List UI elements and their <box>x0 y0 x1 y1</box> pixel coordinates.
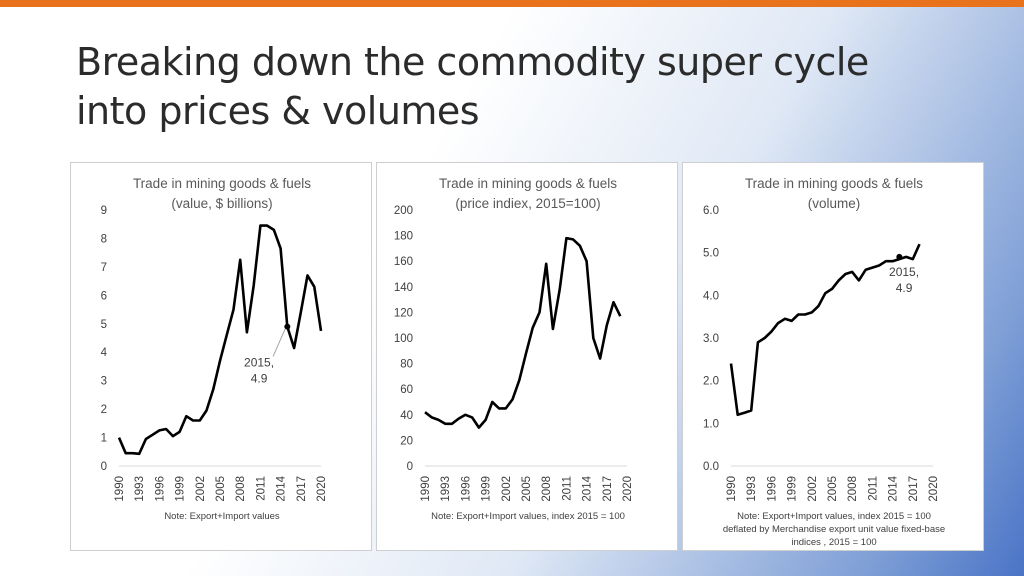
y-tick-label: 5 <box>101 319 107 331</box>
x-tick-label: 2002 <box>501 476 513 502</box>
chart-panel-price: Trade in mining goods & fuels (price indi… <box>376 162 678 551</box>
y-tick-label: 6 <box>101 290 107 302</box>
series-line-value <box>117 224 323 456</box>
y-tick-label: 6.0 <box>703 205 719 217</box>
x-tick-label: 1993 <box>134 476 146 502</box>
chart-note-line: Note: Export+Import values <box>164 511 280 522</box>
chart-title-line-2: (volume) <box>808 196 861 211</box>
x-tick-label: 2005 <box>215 476 227 502</box>
y-tick-label: 3 <box>101 376 107 388</box>
value-chart: Trade in mining goods & fuels (value, $ b… <box>101 176 328 522</box>
y-tick-label: 160 <box>394 256 413 268</box>
annotation-marker <box>896 253 903 260</box>
x-tick-label: 2017 <box>908 476 920 502</box>
x-tick-label: 2011 <box>867 476 879 501</box>
x-tick-label: 1999 <box>175 476 187 502</box>
x-tick-label: 1990 <box>114 476 126 502</box>
x-tick-label: 1996 <box>460 476 472 502</box>
y-tick-label: 140 <box>394 282 413 294</box>
chart-note-line: Note: Export+Import values, index 2015 =… <box>737 511 931 522</box>
y-tick-label: 200 <box>394 205 413 217</box>
y-tick-label: 0 <box>407 461 413 473</box>
x-tick-label: 1990 <box>420 476 432 502</box>
y-tick-label: 2.0 <box>703 376 719 388</box>
chart-title-line-1: Trade in mining goods & fuels <box>439 176 617 191</box>
x-tick-label: 2008 <box>847 476 859 502</box>
annotation-label-line-1: 2015, <box>889 265 919 279</box>
accent-bar <box>0 0 1024 7</box>
x-tick-label: 2002 <box>195 476 207 502</box>
y-tick-label: 100 <box>394 333 413 345</box>
slide-title: Breaking down the commodity super cycle … <box>76 38 936 136</box>
series-line-price-index <box>424 236 622 429</box>
x-tick-label: 2017 <box>296 476 308 502</box>
x-tick-label: 2011 <box>561 476 573 501</box>
x-tick-label: 2014 <box>276 475 288 501</box>
y-tick-label: 180 <box>394 231 413 243</box>
annotation-label-line-2: 4.9 <box>896 281 913 295</box>
x-tick-label: 1999 <box>787 476 799 502</box>
chart-title-line-2: (price indiex, 2015=100) <box>455 196 600 211</box>
y-tick-label: 0 <box>101 461 107 473</box>
slide-title-line-1: Breaking down the commodity super cycle <box>76 40 869 84</box>
y-tick-label: 20 <box>400 435 413 447</box>
x-tick-label: 2002 <box>807 476 819 502</box>
chart-note-line: Note: Export+Import values, index 2015 =… <box>431 511 625 522</box>
x-tick-label: 2005 <box>521 476 533 502</box>
x-tick-label: 1996 <box>766 476 778 502</box>
x-tick-label: 1993 <box>440 476 452 502</box>
x-tick-label: 2008 <box>235 476 247 502</box>
y-tick-label: 80 <box>400 359 413 371</box>
volume-chart: Trade in mining goods & fuels (volume) 0.0… <box>703 176 945 548</box>
chart-title-line-2: (value, $ billions) <box>171 196 272 211</box>
y-tick-label: 4.0 <box>703 290 719 302</box>
y-tick-label: 5.0 <box>703 248 719 260</box>
y-tick-label: 9 <box>101 205 107 217</box>
y-tick-label: 7 <box>101 262 107 274</box>
annotation-leader-line <box>272 328 286 357</box>
annotation-marker <box>284 323 291 330</box>
x-tick-label: 2020 <box>316 476 328 502</box>
x-tick-label: 2005 <box>827 476 839 502</box>
chart-title-line-1: Trade in mining goods & fuels <box>745 176 923 191</box>
y-tick-label: 8 <box>101 233 107 245</box>
y-tick-label: 120 <box>394 307 413 319</box>
y-tick-label: 1 <box>101 433 107 445</box>
x-tick-label: 2008 <box>541 476 553 502</box>
annotation-label-line-2: 4.9 <box>251 371 268 385</box>
chart-note-line: indices , 2015 = 100 <box>791 537 876 548</box>
y-tick-label: 0.0 <box>703 461 719 473</box>
y-tick-label: 4 <box>101 347 108 359</box>
x-tick-label: 2011 <box>255 476 267 501</box>
chart-panel-volume: Trade in mining goods & fuels (volume) 0.0… <box>682 162 984 551</box>
x-tick-label: 2017 <box>602 476 614 502</box>
series-line-volume <box>729 243 921 417</box>
slide-title-line-2: into prices & volumes <box>76 89 480 133</box>
x-tick-label: 2020 <box>622 476 634 502</box>
chart-panel-value: Trade in mining goods & fuels (value, $ b… <box>70 162 372 551</box>
y-tick-label: 3.0 <box>703 333 719 345</box>
x-tick-label: 2020 <box>928 476 940 502</box>
x-tick-label: 2014 <box>582 475 594 501</box>
y-tick-label: 60 <box>400 384 413 396</box>
x-tick-label: 1993 <box>746 476 758 502</box>
x-tick-label: 1999 <box>481 476 493 502</box>
y-tick-label: 1.0 <box>703 418 719 430</box>
price-chart: Trade in mining goods & fuels (price indi… <box>394 176 634 522</box>
annotation-label-line-1: 2015, <box>244 355 274 369</box>
chart-title-line-1: Trade in mining goods & fuels <box>133 176 311 191</box>
chart-note-line: deflated by Merchandise export unit valu… <box>723 524 945 535</box>
x-tick-label: 1996 <box>154 476 166 502</box>
x-tick-label: 1990 <box>726 476 738 502</box>
y-tick-label: 2 <box>101 404 107 416</box>
x-tick-label: 2014 <box>888 475 900 501</box>
y-tick-label: 40 <box>400 410 413 422</box>
